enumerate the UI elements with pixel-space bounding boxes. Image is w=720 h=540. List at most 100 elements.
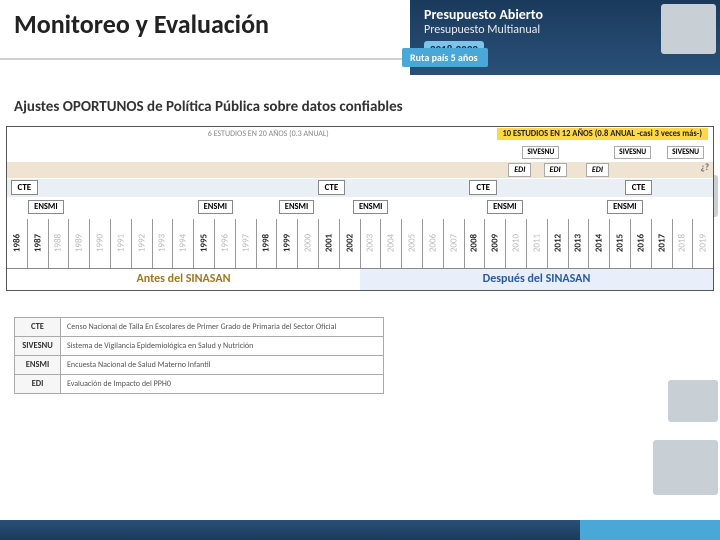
year-cell: 2000	[297, 219, 318, 269]
year-cell: 2016	[630, 219, 651, 269]
ensmi-row: ENSMIENSMIENSMIENSMIENSMIENSMI	[7, 199, 713, 217]
ensmi-marker: ENSMI	[198, 200, 233, 214]
year-label: 2004	[386, 234, 397, 252]
ensmi-marker: ENSMI	[353, 200, 388, 214]
cte-marker: CTE	[11, 180, 39, 195]
year-label: 2014	[594, 234, 605, 252]
legend-key: CTE	[15, 318, 61, 337]
legend-row: EDIEvaluación de Impacto del PPH0	[15, 375, 384, 394]
year-cell: 1990	[89, 219, 110, 269]
study-count-band: 6 ESTUDIOS EN 20 AÑOS (0.3 ANUAL) 10 EST…	[7, 127, 713, 145]
year-label: 2006	[427, 234, 438, 252]
year-label: 1991	[115, 234, 126, 252]
year-cell: 1987	[27, 219, 48, 269]
legend-table: CTECenso Nacional de Talla En Escolares …	[14, 317, 384, 394]
year-cell: 2018	[672, 219, 693, 269]
studies-before-label: 6 ESTUDIOS EN 20 AÑOS (0.3 ANUAL)	[208, 129, 329, 139]
year-cell: 1989	[68, 219, 89, 269]
sivesnu-marker: SIVESNU	[522, 146, 559, 159]
legend-key: SIVESNU	[15, 337, 61, 356]
year-label: 2009	[490, 234, 501, 252]
year-cell: 2009	[484, 219, 505, 269]
year-cell: 1995	[193, 219, 214, 269]
year-cell: 2002	[339, 219, 360, 269]
edi-marker: EDI	[544, 163, 567, 177]
year-cell: 2005	[401, 219, 422, 269]
year-label: 2001	[323, 234, 334, 252]
legend-key: ENSMI	[15, 356, 61, 375]
budget-banner: Presupuesto Abierto Presupuesto Multianu…	[410, 0, 720, 75]
year-cell: 2013	[568, 219, 589, 269]
timeline-chart: 6 ESTUDIOS EN 20 AÑOS (0.3 ANUAL) 10 EST…	[6, 126, 714, 291]
year-label: 1997	[240, 234, 251, 252]
sivesnu-marker: SIVESNU	[614, 146, 651, 159]
bottom-accent	[580, 520, 720, 540]
year-cell: 2014	[588, 219, 609, 269]
legend-value: Encuesta Nacional de Salud Materno Infan…	[61, 356, 384, 375]
studies-after-label: 10 ESTUDIOS EN 12 AÑOS (0.8 ANUAL -casi …	[497, 128, 709, 140]
year-cell: 1992	[131, 219, 152, 269]
legend-value: Censo Nacional de Talla En Escolares de …	[61, 318, 384, 337]
year-label: 1995	[199, 234, 210, 252]
year-cell: 2017	[651, 219, 672, 269]
banner-photo-icon	[661, 4, 716, 54]
year-label: 2011	[531, 234, 542, 252]
year-cell: 2004	[380, 219, 401, 269]
year-cell: 2019	[692, 219, 713, 269]
year-label: 2002	[344, 234, 355, 252]
year-label: 1987	[32, 234, 43, 252]
years-axis: 1986 1987 1988 1989 1990 1991 1992 1993 1994 1995…	[7, 219, 713, 269]
edi-row: ¿? EDIEDIEDI	[7, 162, 713, 178]
year-label: 2013	[573, 234, 584, 252]
sivesnu-row: SIVESNU SIVESNU SIVESNU	[7, 146, 713, 160]
year-label: 2007	[448, 234, 459, 252]
year-label: 1988	[53, 234, 64, 252]
year-label: 2016	[635, 234, 646, 252]
year-label: 2017	[656, 234, 667, 252]
year-label: 1986	[11, 234, 22, 252]
cte-marker: CTE	[625, 180, 653, 195]
year-label: 2003	[365, 234, 376, 252]
legend-value: Sistema de Vigilancia Epidemiológica en …	[61, 337, 384, 356]
year-label: 1993	[157, 234, 168, 252]
year-label: 1999	[282, 234, 293, 252]
year-cell: 2001	[318, 219, 339, 269]
year-cell: 1996	[214, 219, 235, 269]
year-cell: 1986	[7, 219, 27, 269]
year-label: 1992	[136, 234, 147, 252]
legend-row: CTECenso Nacional de Talla En Escolares …	[15, 318, 384, 337]
edi-marker: EDI	[586, 163, 609, 177]
side-photo-icon	[668, 380, 718, 422]
year-cell: 2008	[464, 219, 485, 269]
after-sinasan-label: Después del SINASAN	[360, 269, 713, 290]
before-sinasan-label: Antes del SINASAN	[7, 269, 360, 290]
year-cell: 2003	[360, 219, 381, 269]
ensmi-marker: ENSMI	[487, 200, 522, 214]
edi-question-mark: ¿?	[701, 162, 709, 173]
header: Monitoreo y Evaluación Presupuesto Abier…	[0, 0, 720, 60]
year-cell: 2007	[443, 219, 464, 269]
cte-row: CTE CTE CTE CTE	[7, 179, 713, 197]
ensmi-marker: ENSMI	[607, 200, 642, 214]
year-cell: 1994	[172, 219, 193, 269]
year-cell: 2006	[422, 219, 443, 269]
legend-row: ENSMIEncuesta Nacional de Salud Materno …	[15, 356, 384, 375]
legend-value: Evaluación de Impacto del PPH0	[61, 375, 384, 394]
year-cell: 1999	[276, 219, 297, 269]
sivesnu-marker: SIVESNU	[667, 146, 704, 159]
banner-ribbon: Ruta país 5 años	[402, 48, 488, 67]
year-cell: 1988	[48, 219, 69, 269]
year-label: 1990	[95, 234, 106, 252]
ensmi-marker: ENSMI	[28, 200, 63, 214]
cte-marker: CTE	[318, 180, 346, 195]
side-photo-icon	[653, 440, 718, 495]
year-label: 2005	[407, 234, 418, 252]
year-cell: 1991	[110, 219, 131, 269]
year-cell: 2012	[547, 219, 568, 269]
legend-row: SIVESNUSistema de Vigilancia Epidemiológ…	[15, 337, 384, 356]
cte-marker: CTE	[469, 180, 497, 195]
year-label: 1996	[219, 234, 230, 252]
year-label: 2018	[677, 234, 688, 252]
year-cell: 1997	[235, 219, 256, 269]
year-label: 2000	[303, 234, 314, 252]
